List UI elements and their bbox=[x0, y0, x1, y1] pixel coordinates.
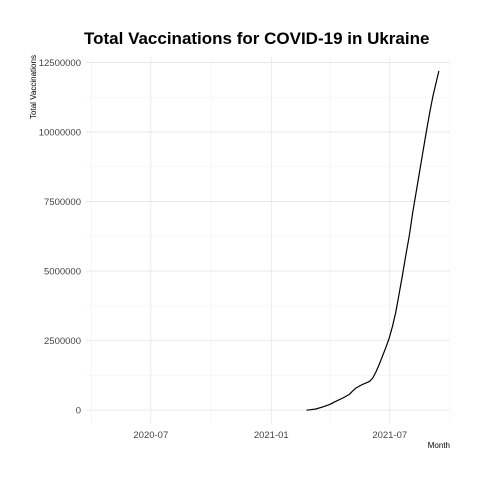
y-tick-label: 10000000 bbox=[39, 128, 81, 139]
y-tick-label: 2500000 bbox=[44, 336, 81, 347]
total-vaccinations-line bbox=[306, 70, 440, 411]
y-axis-ticks: 0 2500000 5000000 7500000 10000000 12500000 bbox=[39, 58, 81, 417]
y-tick-label: 7500000 bbox=[44, 197, 81, 208]
x-tick-label: 2021-01 bbox=[254, 430, 289, 441]
grid bbox=[86, 57, 451, 424]
series-layer bbox=[306, 70, 440, 411]
x-tick-label: 2020-07 bbox=[133, 430, 168, 441]
x-axis-ticks: 2020-07 2021-01 2021-07 bbox=[133, 430, 407, 441]
y-tick-label: 5000000 bbox=[44, 267, 81, 278]
y-tick-label: 12500000 bbox=[39, 58, 81, 69]
chart-title: Total Vaccinations for COVID-19 in Ukrai… bbox=[84, 29, 429, 48]
x-tick-label: 2021-07 bbox=[372, 430, 407, 441]
x-axis-label: Month bbox=[428, 441, 450, 450]
y-tick-label: 0 bbox=[76, 406, 81, 417]
y-axis-label: Total Vaccinations bbox=[29, 55, 38, 119]
